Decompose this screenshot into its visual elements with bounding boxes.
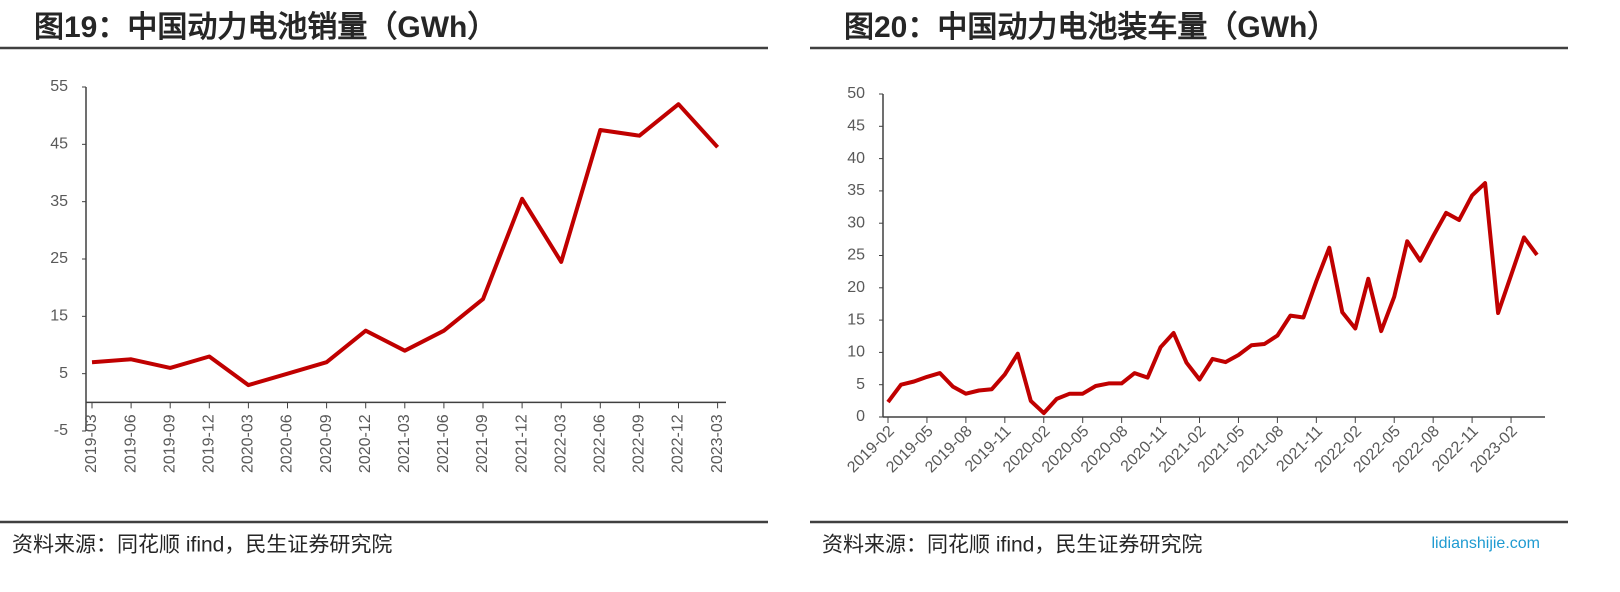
x-tick-label: 2021-06: [435, 414, 452, 473]
source: 资料来源：同花顺 ifind，民生证券研究院: [822, 534, 1202, 557]
y-tick-label: -5: [54, 422, 68, 439]
y-tick-label: 20: [847, 279, 865, 296]
chart-title: 图19：中国动力电池销量（GWh）: [34, 10, 497, 44]
x-tick-label: 2022-09: [631, 414, 648, 473]
y-tick-label: 45: [50, 136, 68, 153]
watermark: lidianshijie.com: [1432, 535, 1541, 552]
x-tick-label: 2020-09: [318, 414, 335, 473]
x-tick-label: 2020-06: [279, 414, 296, 473]
x-tick-label: 2019-09: [161, 414, 178, 473]
y-tick-label: 5: [856, 376, 865, 393]
x-tick-label: 2021-12: [513, 414, 530, 473]
y-tick-label: 25: [847, 247, 865, 264]
series-line: [91, 102, 720, 388]
y-tick-label: 15: [847, 311, 865, 328]
x-tick-label: 2021-09: [474, 414, 491, 473]
y-tick-label: 40: [847, 150, 865, 167]
y-tick-label: 25: [50, 250, 68, 267]
y-tick-label: 50: [847, 85, 865, 102]
y-tick-label: 15: [50, 308, 68, 325]
x-tick-label: 2022-12: [670, 414, 687, 473]
x-tick-label: 2020-03: [240, 414, 257, 473]
y-tick-label: 30: [847, 214, 865, 231]
y-tick-label: 0: [856, 408, 865, 425]
y-tick-label: 55: [50, 78, 68, 95]
y-tick-label: 45: [847, 118, 865, 135]
x-tick-label: 2020-12: [357, 414, 374, 473]
x-tick-label: 2019-12: [201, 414, 218, 473]
series-line: [886, 181, 1539, 416]
x-tick-label: 2021-03: [396, 414, 413, 473]
x-tick-label: 2022-03: [552, 414, 569, 473]
source: 资料来源：同花顺 ifind，民生证券研究院: [12, 534, 392, 557]
x-tick-label: 2019-03: [83, 414, 100, 473]
x-tick-label: 2019-06: [122, 414, 139, 473]
y-tick-label: 5: [59, 365, 68, 382]
y-tick-label: 35: [50, 193, 68, 210]
chart-title: 图20：中国动力电池装车量（GWh）: [844, 10, 1337, 44]
x-tick-label: 2022-06: [592, 414, 609, 473]
y-tick-label: 10: [847, 344, 865, 361]
x-tick-label: 2023-03: [709, 414, 726, 473]
y-tick-label: 35: [847, 182, 865, 199]
